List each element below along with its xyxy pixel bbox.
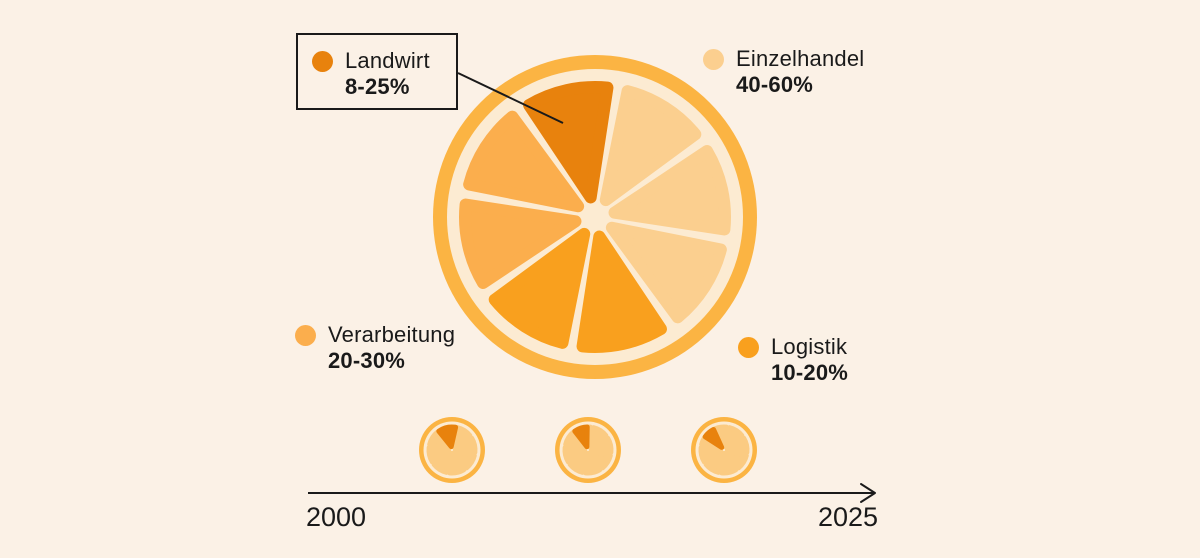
verarbeitung-dot xyxy=(295,325,316,346)
mini-orange-1-wedge-5 xyxy=(567,450,589,475)
einzelhandel-legend: Einzelhandel 40-60% xyxy=(703,46,864,98)
big-orange xyxy=(433,55,757,379)
mini-orange-2-dark-wedge xyxy=(702,427,725,450)
mini-orange-2-wedge-5 xyxy=(703,450,725,475)
mini-orange-1-wedge-3 xyxy=(588,449,613,471)
timeline-end-year: 2025 xyxy=(818,502,879,532)
einzelhandel-range: 40-60% xyxy=(736,72,814,97)
mini-orange-1-wedge-2 xyxy=(588,435,614,455)
logistik-legend: Logistik 10-20% xyxy=(738,334,848,386)
big-orange-wedge-4 xyxy=(576,230,667,353)
mini-orange-0-wedge-4 xyxy=(447,450,467,476)
big-orange-wedge-5 xyxy=(488,227,591,349)
mini-orange-1-wedge-1 xyxy=(587,425,609,450)
verarbeitung-range: 20-30% xyxy=(328,348,406,373)
mini-orange-1-wedge-4 xyxy=(583,450,603,476)
mini-orange-0-wedge-3 xyxy=(452,449,477,471)
mini-orange-1 xyxy=(555,417,621,483)
einzelhandel-label: Einzelhandel xyxy=(736,46,865,71)
mini-orange-0-wedge-5 xyxy=(431,450,453,475)
mini-orange-1-wedge-6 xyxy=(562,445,588,465)
verarbeitung-legend: Verarbeitung 20-30% xyxy=(295,322,455,374)
landwirt-callout-line xyxy=(457,72,564,124)
logistik-dot xyxy=(738,337,759,358)
mini-orange-2-wedge-2 xyxy=(724,435,750,455)
mini-orange-2-wedge-1 xyxy=(723,425,745,450)
landwirt-range: 8-25% xyxy=(345,74,410,99)
mini-orange-2-wedge-6 xyxy=(698,445,724,465)
mini-orange-1-dark-wedge xyxy=(572,424,590,450)
big-orange-wedge-0 xyxy=(523,81,614,204)
logistik-label: Logistik xyxy=(771,334,848,359)
timeline-arrowhead xyxy=(860,483,876,503)
mini-orange-0-wedge-6 xyxy=(426,445,452,465)
big-orange-wedge-7 xyxy=(463,110,585,213)
mini-orange-0-dark-wedge xyxy=(436,424,459,450)
logistik-range: 10-20% xyxy=(771,360,849,385)
verarbeitung-label: Verarbeitung xyxy=(328,322,456,347)
mini-orange-0-wedge-2 xyxy=(452,435,478,455)
einzelhandel-dot xyxy=(703,49,724,70)
timeline-start-year: 2000 xyxy=(306,502,367,532)
landwirt-label: Landwirt xyxy=(345,48,430,73)
landwirt-dot xyxy=(312,51,333,72)
big-orange-wedge-1 xyxy=(599,85,702,207)
mini-orange-2 xyxy=(691,417,757,483)
mini-orange-2-wedge-3 xyxy=(724,449,749,471)
big-orange-wedge-6 xyxy=(459,198,582,289)
landwirt-callout-box: Landwirt 8-25% xyxy=(296,33,458,110)
mini-orange-2-wedge-4 xyxy=(719,450,739,476)
big-orange-wedge-2 xyxy=(608,145,731,236)
big-orange-wedge-3 xyxy=(605,221,727,324)
